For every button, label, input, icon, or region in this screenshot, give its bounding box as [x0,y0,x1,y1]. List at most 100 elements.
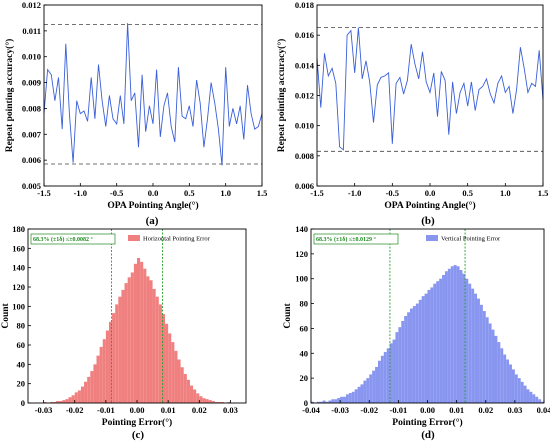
histogram-bar [77,390,81,403]
histogram-bar [497,342,501,403]
histogram-bar [149,280,153,403]
y-tick-label: 140 [295,224,308,234]
y-tick-label: 0.018 [295,0,314,10]
histogram-bar [377,360,381,403]
y-tick-label: 0.016 [295,30,314,40]
x-tick-label: 1.5 [538,188,549,198]
histogram-bar [65,399,69,403]
y-tick-label: 20 [300,373,309,383]
histogram-bar [514,374,518,403]
histogram-bar [130,272,134,403]
histogram-bar [433,283,437,403]
histogram-bar [112,313,116,403]
histogram-bar [340,396,344,403]
histogram-bar [168,333,172,403]
histogram-bar [180,367,184,403]
x-tick-label: 0.5 [184,188,195,198]
y-tick-label: 0.007 [22,129,42,139]
y-tick-label: 0.010 [22,52,41,62]
histogram-bar [517,378,521,403]
histogram-bar [398,327,402,403]
histogram-bar [80,386,85,403]
x-tick-label: 0.01 [161,405,176,415]
y-tick-label: 0.010 [295,121,314,131]
y-tick-label: 40 [300,348,309,358]
x-tick-label: 0.02 [192,405,207,415]
x-tick-label: 1.0 [500,188,511,198]
histogram-bar [152,288,156,403]
histogram-bar [430,287,434,403]
histogram-bar [465,278,469,403]
histogram-bar [102,339,106,403]
histogram-bar [500,348,504,403]
histogram-bar [115,304,119,403]
histogram-bar [211,401,215,403]
y-tick-label: 80 [17,321,26,331]
histogram-bar [140,261,144,403]
histogram-bar [121,289,125,403]
x-tick-label: -1.0 [348,188,361,198]
histogram-bar [221,402,225,403]
y-tick-label: 0 [304,398,308,408]
y-tick-label: 100 [12,301,25,311]
histogram-bar [217,402,222,403]
histogram-bar [366,378,370,403]
y-tick-label: 0.006 [295,181,314,191]
panel-b: -1.5 -1.0 -0.5 0.0 0.5 1.0 1.5 0.006 0.008 0.010 0… [276,0,548,227]
x-tick-label: -1.5 [37,188,50,198]
histogram-bar [401,320,405,403]
histogram-bar [442,274,445,403]
histogram-bar [171,342,175,403]
x-tick-label: -0.01 [97,405,115,415]
x-tick-label: 0.03 [223,405,238,415]
histogram-bar [74,392,78,403]
y-tick-label: 180 [12,224,25,234]
histogram-bar [418,299,422,403]
data-line [43,23,263,166]
histogram-bar [193,389,197,403]
histogram-bar [450,266,454,403]
histogram-bar [208,400,212,403]
histogram-bar [509,364,512,403]
y-tick-label: 80 [300,299,309,309]
x-tick-label: -0.02 [66,405,84,415]
panel-label: (d) [421,429,435,441]
histogram-bar [436,281,440,403]
histogram-bar [410,308,413,403]
y-tick-label: 0.014 [295,60,315,70]
histogram-bar [311,401,314,403]
histogram-bar [93,364,97,403]
plot-frame [43,4,263,187]
histogram-bar [127,277,131,403]
histogram-bar [523,385,527,403]
y-tick-label: 60 [17,340,26,350]
histogram-bar [325,401,329,403]
histogram-bar [337,398,341,403]
histogram-bar [479,304,483,403]
histogram-bar [444,271,448,403]
x-axis-label: OPA Pointing Angle(°) [107,200,198,211]
histogram-bar [415,303,419,403]
histogram-bar [348,393,352,403]
y-tick-label: 0.012 [295,91,314,101]
histogram-bar [199,396,203,403]
x-tick-label: 1.0 [220,188,231,198]
legend-label: Vertical Pointing Error [441,236,501,243]
histogram-bar [412,306,416,403]
histogram-bar [334,399,338,403]
histogram-bar [319,401,323,403]
histogram-bar [477,298,480,403]
x-tick-label: -1.5 [310,188,323,198]
panel-c: 68.3% (±1δ) ≤±0.0082 ° Horizontal Pointin… [1,224,247,441]
x-tick-label: -0.5 [386,188,399,198]
annotation-box [30,233,116,245]
histogram-bar [357,386,361,403]
x-tick-label: -0.5 [110,188,123,198]
legend-swatch [426,235,438,241]
histogram-bar [177,359,181,403]
histogram-bar [71,395,75,403]
histogram-bar [421,296,425,403]
y-tick-label: 0.005 [22,181,41,191]
data-line [316,27,544,151]
